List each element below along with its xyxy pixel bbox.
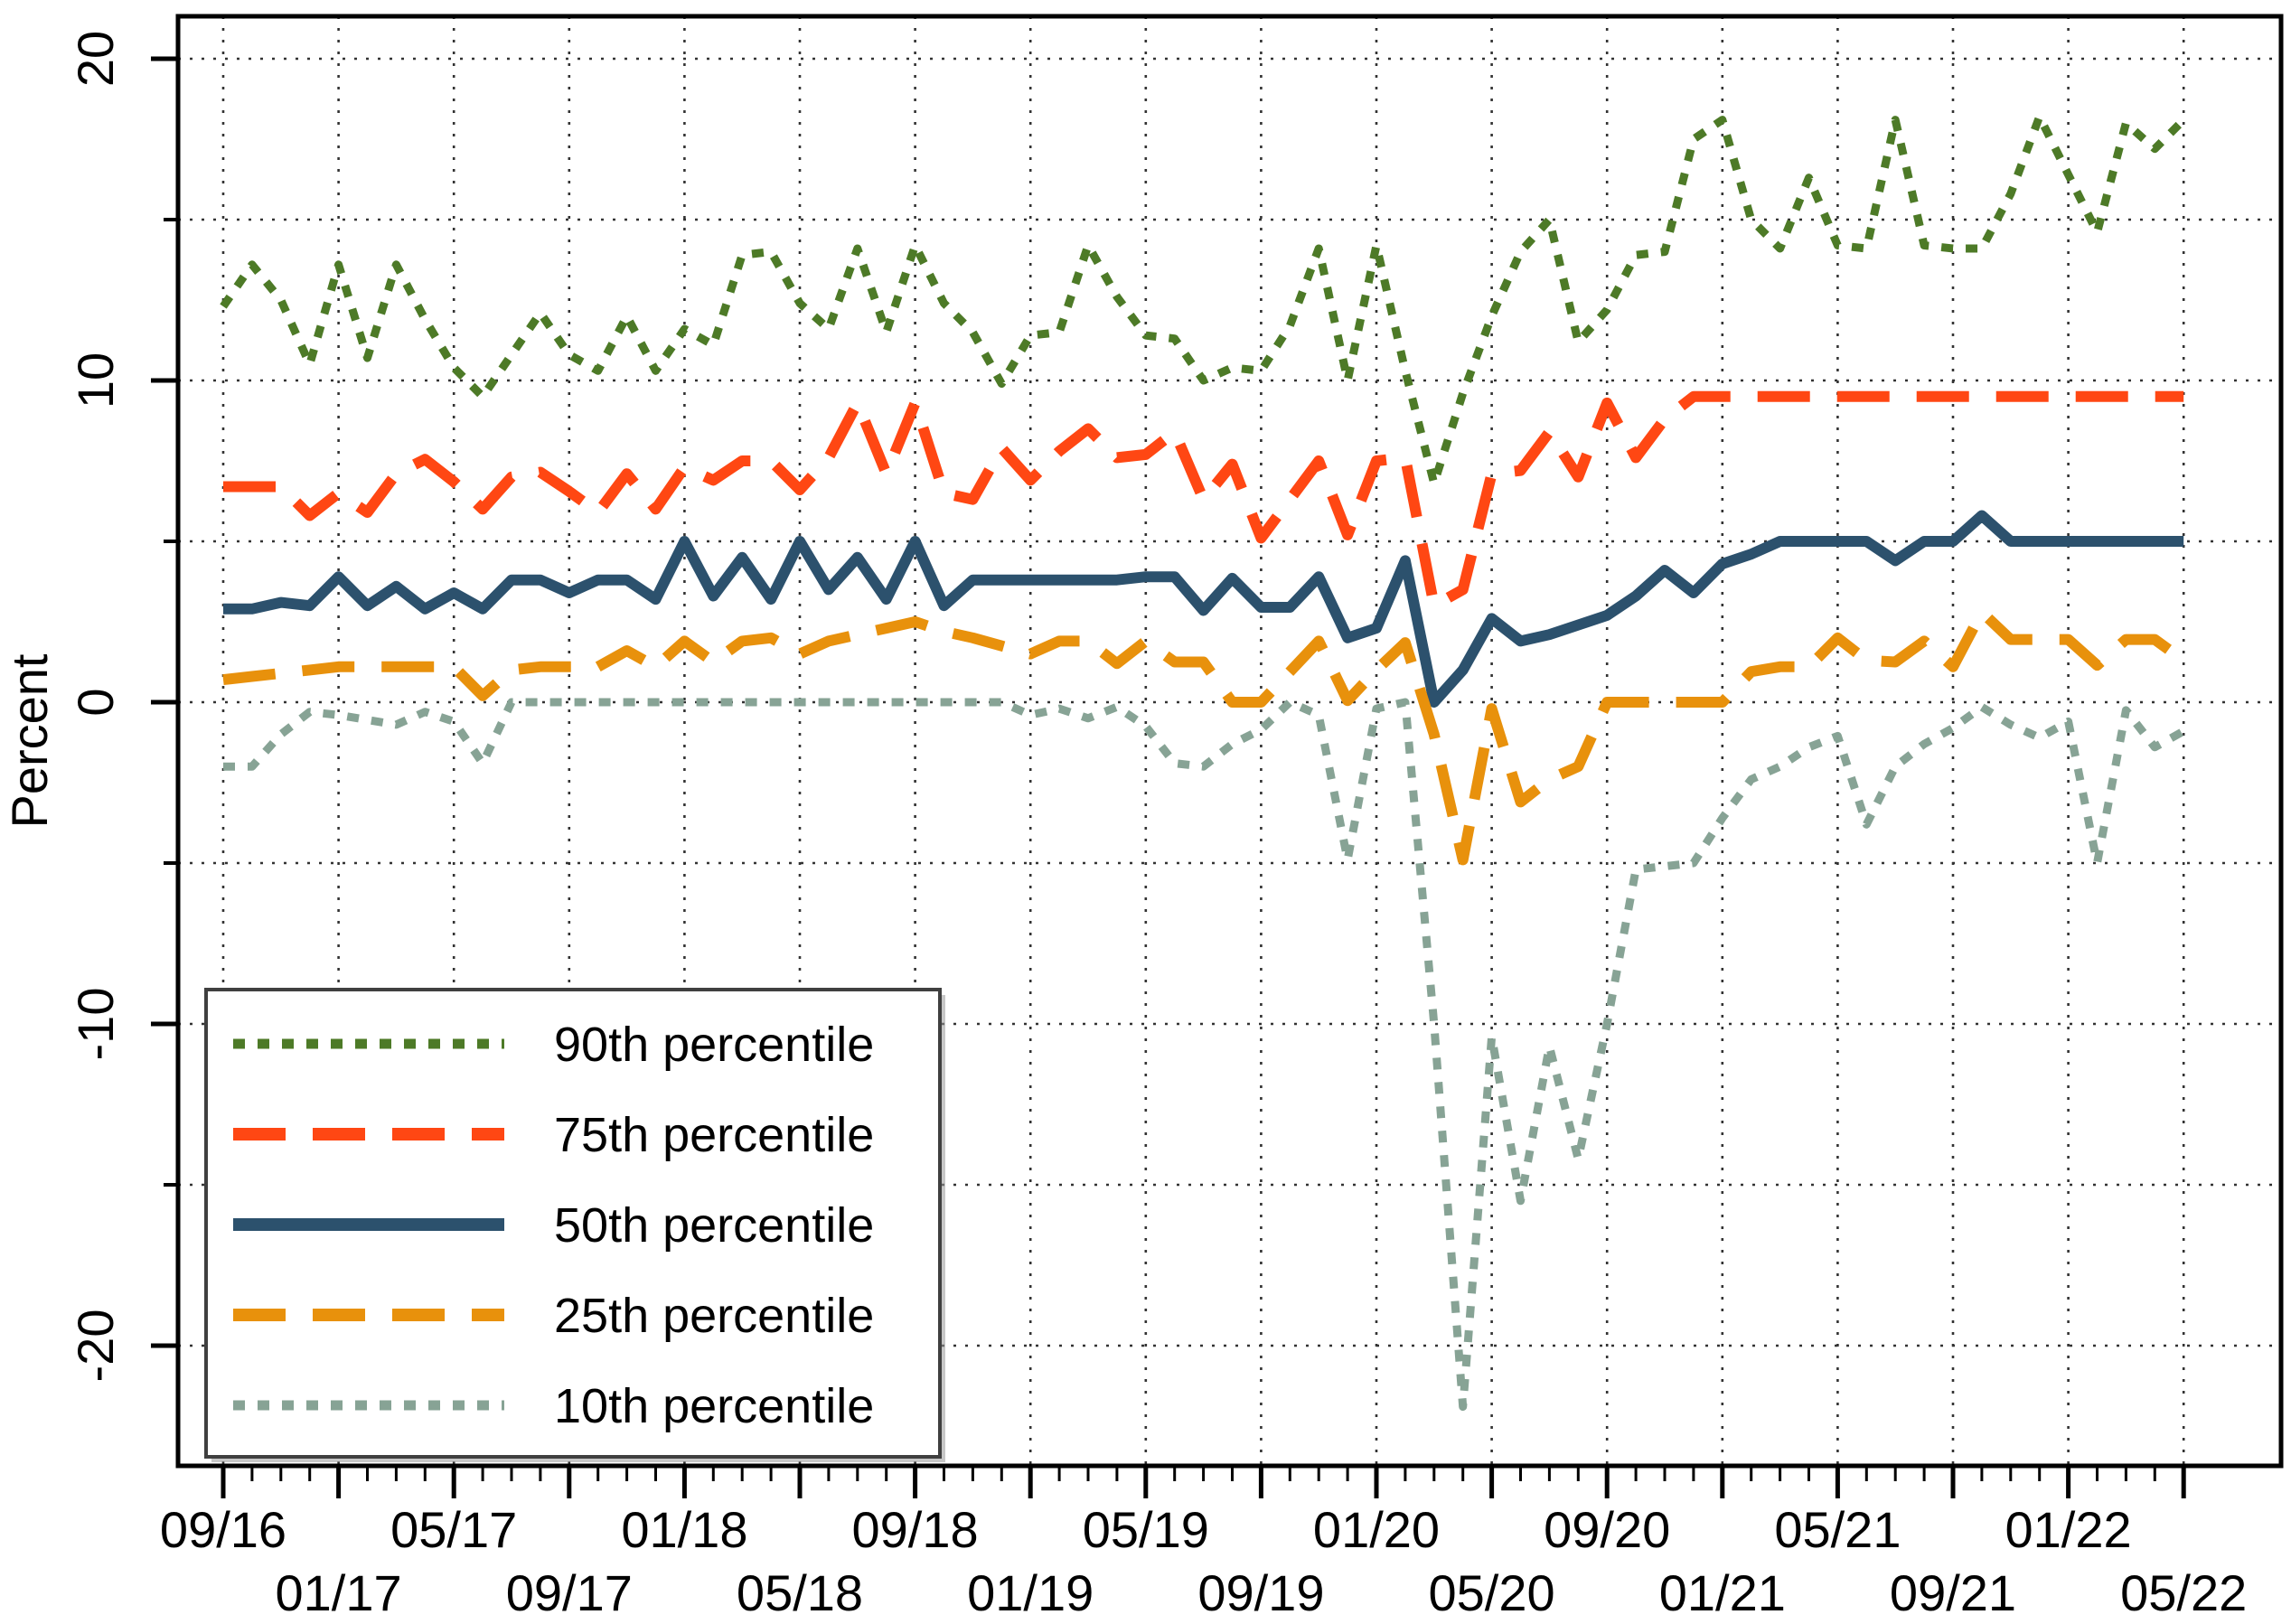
x-tick-label-row1: 09/18	[852, 1501, 979, 1558]
y-axis-title: Percent	[1, 653, 58, 828]
series-line-90th	[220, 112, 2187, 488]
x-tick-label-row2: 05/22	[2120, 1564, 2247, 1621]
x-tick-label-row1: 05/17	[390, 1501, 517, 1558]
y-tick-label: 10	[67, 352, 124, 408]
series-line-10th	[223, 698, 2186, 1412]
legend-item-label: 50th percentile	[554, 1198, 874, 1253]
x-tick-label-row1: 05/19	[1083, 1501, 1209, 1558]
x-tick-label-row2: 05/20	[1429, 1564, 1555, 1621]
x-tick-label-row1: 05/21	[1774, 1501, 1901, 1558]
x-tick-label-row2: 09/17	[506, 1564, 633, 1621]
legend-item-label: 10th percentile	[554, 1379, 874, 1433]
x-tick-label-row1: 09/16	[160, 1501, 286, 1558]
y-tick-label: 0	[67, 688, 124, 716]
x-tick-label-row1: 01/22	[2005, 1501, 2132, 1558]
y-tick-label: -10	[67, 988, 124, 1061]
x-tick-label-row2: 09/21	[1890, 1564, 2016, 1621]
x-tick-label-row1: 01/18	[621, 1501, 747, 1558]
x-tick-label-row2: 05/18	[737, 1564, 863, 1621]
series-line-75th	[223, 390, 2184, 612]
x-tick-label-row2: 09/19	[1197, 1564, 1324, 1621]
series-line-50th	[223, 510, 2184, 708]
x-tick-label-row2: 01/19	[967, 1564, 1094, 1621]
series-line-25th	[222, 606, 2187, 866]
legend-item-label: 25th percentile	[554, 1289, 874, 1343]
y-tick-label: -20	[67, 1310, 124, 1383]
x-tick-label-row2: 01/21	[1659, 1564, 1786, 1621]
legend-item-label: 75th percentile	[554, 1108, 874, 1162]
legend-item-label: 90th percentile	[554, 1018, 874, 1072]
x-tick-label-row2: 01/17	[276, 1564, 402, 1621]
x-tick-label-row1: 09/20	[1544, 1501, 1670, 1558]
x-tick-label-row1: 01/20	[1313, 1501, 1440, 1558]
y-tick-label: 20	[67, 31, 124, 87]
plot-border	[175, 14, 2284, 1469]
